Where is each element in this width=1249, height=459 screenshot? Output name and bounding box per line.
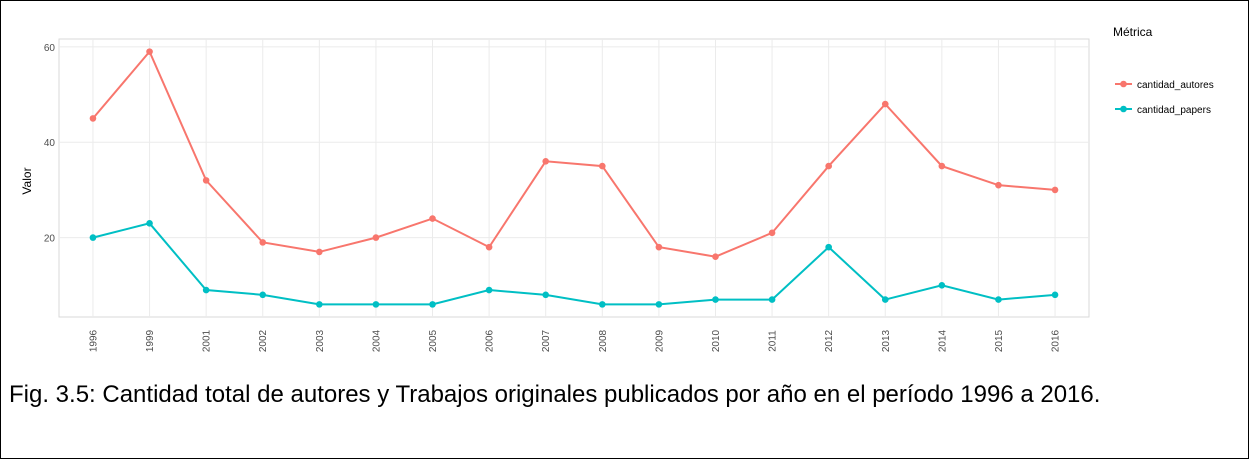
x-tick-label: 2010 xyxy=(711,329,722,352)
legend-label: cantidad_papers xyxy=(1137,105,1211,116)
data-point xyxy=(89,115,97,122)
x-tick-label: 2003 xyxy=(315,329,326,352)
data-point xyxy=(938,281,946,289)
data-point xyxy=(1051,291,1059,299)
data-point xyxy=(372,301,380,308)
data-point xyxy=(202,286,210,294)
x-tick-label: 2005 xyxy=(428,329,439,352)
x-tick-label: 2009 xyxy=(654,329,665,352)
data-point xyxy=(429,215,436,222)
data-point xyxy=(485,243,493,251)
plot-panel xyxy=(58,38,1090,318)
data-point xyxy=(825,243,832,251)
data-point xyxy=(429,301,436,308)
data-point xyxy=(881,100,889,108)
x-tick-label: 1999 xyxy=(145,329,156,352)
data-point xyxy=(598,301,606,308)
x-tick-label: 2001 xyxy=(202,329,213,352)
x-tick-label: 2007 xyxy=(541,329,552,352)
data-point xyxy=(712,253,719,260)
data-point xyxy=(542,291,550,299)
y-tick-label: 20 xyxy=(44,234,56,245)
data-point xyxy=(995,181,1002,189)
x-tick-label: 2002 xyxy=(258,329,269,352)
x-tick-label: 2013 xyxy=(881,329,892,352)
x-tick-label: 2006 xyxy=(485,329,496,352)
data-point xyxy=(146,220,153,227)
x-tick-label: 2008 xyxy=(598,329,609,352)
x-tick-label: 1996 xyxy=(88,329,99,352)
x-tick-label: 2014 xyxy=(937,329,948,352)
series-line xyxy=(92,222,1056,306)
y-tick-label: 40 xyxy=(44,138,56,149)
data-point xyxy=(202,177,210,184)
data-point xyxy=(768,229,776,237)
data-point xyxy=(825,162,832,170)
data-point xyxy=(89,234,97,241)
x-tick-label: 2016 xyxy=(1051,329,1062,352)
data-point xyxy=(655,301,663,308)
series-line xyxy=(92,49,1056,258)
data-point xyxy=(146,48,153,55)
legend-point xyxy=(1120,105,1127,113)
data-point xyxy=(485,286,493,294)
legend-title: Métrica xyxy=(1113,25,1153,39)
caption: Fig. 3.5: Cantidad total de autores y Tr… xyxy=(9,381,1101,408)
y-tick-label: 60 xyxy=(44,43,56,54)
x-tick-label: 2004 xyxy=(371,329,382,352)
data-point xyxy=(259,291,267,299)
y-axis-label: Valor xyxy=(20,167,34,194)
data-point xyxy=(542,158,550,165)
data-point xyxy=(316,248,323,256)
data-point xyxy=(316,301,323,308)
data-point xyxy=(655,243,663,251)
data-point xyxy=(938,162,946,170)
data-point xyxy=(768,296,776,303)
data-point xyxy=(712,296,719,303)
data-point xyxy=(259,239,267,246)
x-tick-label: 2011 xyxy=(768,330,779,352)
legend-point xyxy=(1120,80,1127,88)
x-tick-label: 2012 xyxy=(824,329,835,352)
data-point xyxy=(372,234,380,241)
data-point xyxy=(598,162,606,170)
data-point xyxy=(881,296,889,303)
data-point xyxy=(1051,186,1059,194)
x-tick-label: 2015 xyxy=(994,329,1005,352)
data-point xyxy=(995,296,1002,303)
legend-label: cantidad_autores xyxy=(1137,80,1214,91)
